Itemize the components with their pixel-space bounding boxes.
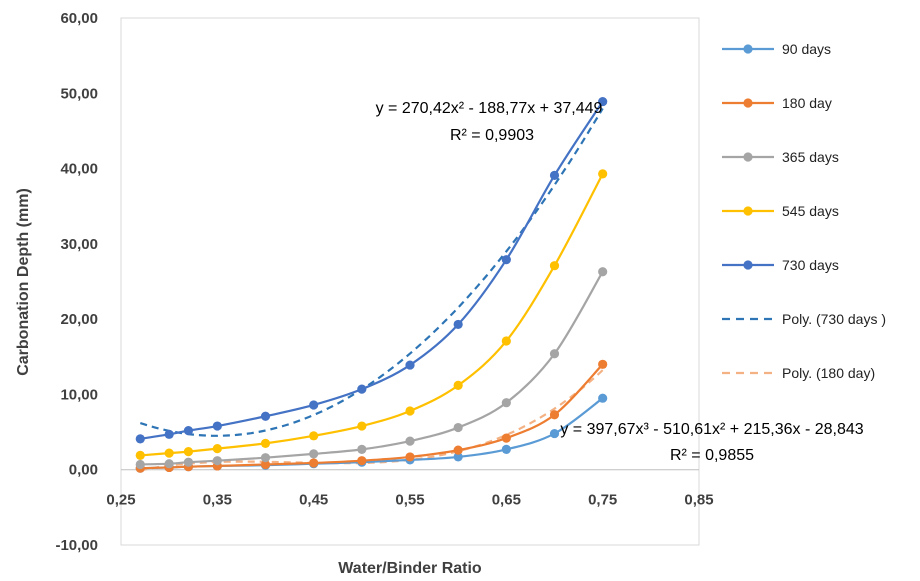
legend-item: Poly. (180 day)	[722, 365, 875, 381]
y-axis-title: Carbonation Depth (mm)	[15, 188, 32, 376]
data-point	[309, 400, 319, 410]
x-tick-label: 0,45	[299, 492, 328, 509]
legend-label: 365 days	[782, 149, 839, 165]
series-545-days	[135, 169, 608, 461]
data-point	[164, 459, 174, 469]
data-point	[309, 449, 319, 459]
trendline-180-equation: y = 397,67x³ - 510,61x² + 215,36x - 28,8…	[560, 421, 863, 438]
x-tick-label: 0,65	[492, 492, 521, 509]
data-point	[405, 436, 415, 446]
x-tick-label: 0,55	[395, 492, 424, 509]
data-point	[549, 170, 560, 180]
data-point	[183, 425, 194, 436]
data-point	[357, 456, 367, 466]
data-point	[183, 447, 194, 457]
x-tick-label: 0,35	[203, 492, 232, 509]
x-tick-labels: 0,25 0,35 0,45 0,55 0,65 0,75 0,85	[106, 492, 713, 509]
legend-swatch-marker	[743, 44, 753, 54]
data-point	[598, 393, 608, 403]
data-point	[453, 380, 463, 390]
data-point	[405, 360, 415, 370]
legend-item: 545 days	[722, 203, 839, 219]
data-point	[357, 444, 367, 454]
legend: 90 days 180 day 365 days 545 days 730 days Po…	[722, 41, 886, 381]
y-tick-label: 40,00	[60, 161, 98, 178]
data-point	[453, 452, 463, 462]
y-tick-label: 30,00	[60, 236, 98, 253]
x-tick-label: 0,75	[588, 492, 617, 509]
data-point	[164, 448, 174, 458]
data-point	[212, 421, 222, 431]
data-point	[135, 450, 145, 461]
legend-item: 180 day	[722, 95, 832, 111]
x-axis-title: Water/Binder Ratio	[338, 560, 482, 577]
y-tick-label: 60,00	[60, 10, 98, 27]
legend-label: 545 days	[782, 203, 839, 219]
data-point	[183, 457, 194, 467]
legend-label: 180 day	[782, 95, 832, 111]
data-point	[598, 169, 608, 179]
data-point	[260, 411, 271, 421]
data-point	[549, 349, 560, 359]
data-point	[453, 445, 463, 455]
data-point	[260, 459, 271, 470]
legend-item: 730 days	[722, 257, 839, 273]
data-point	[598, 359, 608, 369]
data-point	[212, 444, 222, 454]
data-point	[501, 255, 511, 265]
data-point	[549, 261, 560, 271]
x-tick-label: 0,85	[684, 492, 713, 509]
data-point	[405, 452, 415, 462]
legend-swatch-marker	[743, 98, 753, 108]
trendline-730-equation: y = 270,42x² - 188,77x + 37,449	[376, 100, 603, 117]
trendline-730-r2: R² = 0,9903	[450, 127, 534, 144]
legend-swatch-marker	[743, 260, 753, 270]
legend-label: 730 days	[782, 257, 839, 273]
legend-label: 90 days	[782, 41, 831, 57]
y-tick-label: 20,00	[60, 311, 98, 328]
data-point	[260, 453, 271, 463]
trendline-180-label: y = 397,67x³ - 510,61x² + 215,36x - 28,8…	[560, 421, 863, 464]
data-point	[357, 421, 367, 431]
legend-label: Poly. (180 day)	[782, 365, 875, 381]
data-point	[357, 384, 367, 394]
series-365-days	[135, 267, 608, 470]
series-730-days	[135, 96, 608, 444]
data-point	[453, 319, 463, 330]
data-point	[135, 434, 145, 444]
legend-label: Poly. (730 days )	[782, 311, 886, 327]
legend-swatch-marker	[743, 206, 753, 216]
legend-swatch-marker	[743, 152, 753, 162]
data-point	[501, 336, 511, 346]
y-tick-label: 50,00	[60, 85, 98, 102]
y-tick-label: 10,00	[60, 386, 98, 403]
series-lines	[135, 96, 608, 473]
x-tick-label: 0,25	[106, 492, 135, 509]
data-point	[549, 428, 560, 439]
data-point	[309, 431, 319, 441]
legend-item: 365 days	[722, 149, 839, 165]
y-tick-label: 0,00	[69, 462, 98, 479]
data-point	[501, 444, 511, 454]
trendline-730	[139, 107, 604, 437]
legend-item: Poly. (730 days )	[722, 311, 886, 327]
data-point	[135, 459, 145, 470]
data-point	[549, 410, 560, 420]
trendline-730-label: y = 270,42x² - 188,77x + 37,449 R² = 0,9…	[376, 100, 603, 144]
data-point	[501, 433, 511, 443]
data-point	[309, 458, 319, 468]
data-point	[260, 438, 271, 448]
data-point	[598, 267, 608, 277]
data-point	[164, 429, 174, 439]
data-point	[405, 406, 415, 416]
data-point	[598, 96, 608, 107]
data-point	[453, 422, 463, 433]
y-tick-label: -10,00	[55, 537, 98, 554]
data-point	[501, 398, 511, 408]
data-point	[212, 456, 222, 466]
trendline-180-r2: R² = 0,9855	[670, 447, 754, 464]
legend-item: 90 days	[722, 41, 831, 57]
y-tick-labels: -10,00 0,00 10,00 20,00 30,00 40,00 50,00 60,00	[55, 10, 98, 554]
